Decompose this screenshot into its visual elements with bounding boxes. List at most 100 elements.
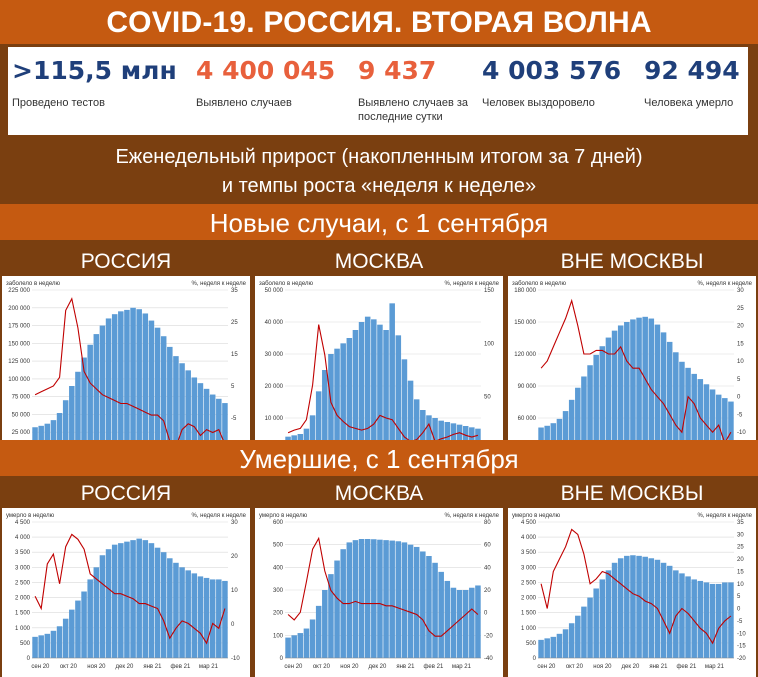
y-right-tick-label: 25 xyxy=(737,545,744,551)
bar xyxy=(462,426,469,450)
bar xyxy=(364,539,371,658)
bar xyxy=(581,376,587,450)
bar xyxy=(173,356,179,450)
bar xyxy=(315,605,322,658)
bar xyxy=(691,579,697,658)
ylabel-left: заболело в неделю xyxy=(259,281,313,287)
bar xyxy=(160,336,167,450)
stat-cases-value: 4 400 045 xyxy=(196,56,336,85)
bar xyxy=(587,365,593,450)
panel-deaths-russia: РОССИЯ умерло в неделю %, неделя к неделе… xyxy=(2,478,250,677)
bar xyxy=(575,387,581,450)
bar xyxy=(413,546,420,658)
bar xyxy=(118,543,124,658)
bar xyxy=(32,636,38,658)
chart-cases-russia: заболело в неделю %, неделя к неделе 225 0… xyxy=(6,281,247,462)
y-right-tick-label: -20 xyxy=(737,656,746,662)
stat-recovered-value: 4 003 576 xyxy=(482,56,622,85)
bar xyxy=(550,636,557,658)
bar xyxy=(383,540,389,658)
bar xyxy=(38,425,44,450)
bar xyxy=(56,626,63,658)
ylabel-right: %, неделя к неделе xyxy=(697,281,752,287)
y-right-tick-label: -15 xyxy=(737,644,746,650)
y-left-tick-label: 4 000 xyxy=(521,535,537,541)
y-left-tick-label: 1 000 xyxy=(521,626,537,632)
bar xyxy=(81,357,87,450)
x-tick-label: мар 21 xyxy=(705,664,725,670)
y-right-tick-label: 10 xyxy=(737,582,744,588)
bar xyxy=(371,319,377,450)
y-left-tick-label: 2 500 xyxy=(521,580,537,586)
bar xyxy=(50,420,57,450)
bar xyxy=(728,582,734,658)
bar xyxy=(377,324,383,450)
bar xyxy=(660,332,667,450)
bar xyxy=(691,373,697,450)
bar xyxy=(673,570,679,658)
bar xyxy=(179,567,185,658)
panel-cases-russia: РОССИЯ заболело в неделю %, неделя к неде… xyxy=(2,246,250,469)
bar xyxy=(575,615,581,658)
subtitle-line2: и темпы роста «неделя к неделе» xyxy=(221,175,537,197)
y-left-tick-label: 0 xyxy=(27,656,31,662)
panel-title: МОСКВА xyxy=(255,246,503,276)
stat-tests: >115,5 млн Проведено тестов xyxy=(12,55,177,110)
bar xyxy=(124,309,130,450)
subtitle: Еженедельный прирост (накопленным итогом… xyxy=(0,139,758,201)
y-right-tick-label: 5 xyxy=(737,377,741,383)
stat-daily-cases-label: Выявлено случаев за последние сутки xyxy=(358,97,469,123)
y-left-tick-label: 30 000 xyxy=(265,352,284,358)
x-tick-label: сен 20 xyxy=(284,664,303,670)
bar xyxy=(450,587,457,658)
bar xyxy=(401,542,408,658)
bar xyxy=(154,327,161,450)
x-tick-label: ноя 20 xyxy=(593,664,612,670)
y-right-tick-label: 35 xyxy=(231,288,238,294)
stat-deaths-value: 92 494 xyxy=(644,56,740,85)
bar xyxy=(185,570,191,658)
y-right-tick-label: 25 xyxy=(231,320,238,326)
bar xyxy=(358,322,365,450)
bar xyxy=(722,398,728,450)
bar xyxy=(630,555,636,658)
bar xyxy=(407,544,414,658)
x-tick-label: фев 21 xyxy=(676,664,696,670)
bar xyxy=(475,585,481,658)
bar xyxy=(562,629,569,658)
bar xyxy=(703,384,710,450)
y-right-tick-label: 0 xyxy=(737,395,741,401)
bar xyxy=(124,541,130,658)
bar xyxy=(420,551,426,658)
panel-deaths-moscow: МОСКВА умерло в неделю %, неделя к неделе… xyxy=(255,478,503,677)
bar xyxy=(389,540,395,658)
bar xyxy=(666,341,673,450)
bar xyxy=(475,428,481,450)
y-right-tick-label: 20 xyxy=(737,324,744,330)
bar xyxy=(352,330,359,450)
bar xyxy=(709,389,716,450)
bar xyxy=(679,361,685,450)
y-right-tick-label: 100 xyxy=(484,341,495,347)
bar xyxy=(334,560,340,658)
bar xyxy=(216,398,222,450)
bar xyxy=(69,386,75,450)
y-left-tick-label: 75 000 xyxy=(12,395,31,401)
y-left-tick-label: 175 000 xyxy=(8,324,30,330)
bar xyxy=(142,540,149,658)
y-left-tick-label: 125 000 xyxy=(8,359,30,365)
ylabel-right: %, неделя к неделе xyxy=(191,513,246,519)
bar xyxy=(438,420,444,450)
y-right-tick-label: 30 xyxy=(737,532,744,538)
bar xyxy=(62,400,69,450)
bar xyxy=(148,543,155,658)
y-left-tick-label: 120 000 xyxy=(514,352,536,358)
bar xyxy=(154,547,161,658)
y-left-tick-label: 2 000 xyxy=(15,596,31,602)
bar xyxy=(544,425,550,450)
bar xyxy=(444,580,451,658)
bar xyxy=(636,555,642,658)
bar xyxy=(593,588,599,658)
x-tick-label: ноя 20 xyxy=(340,664,359,670)
bar xyxy=(32,427,38,450)
